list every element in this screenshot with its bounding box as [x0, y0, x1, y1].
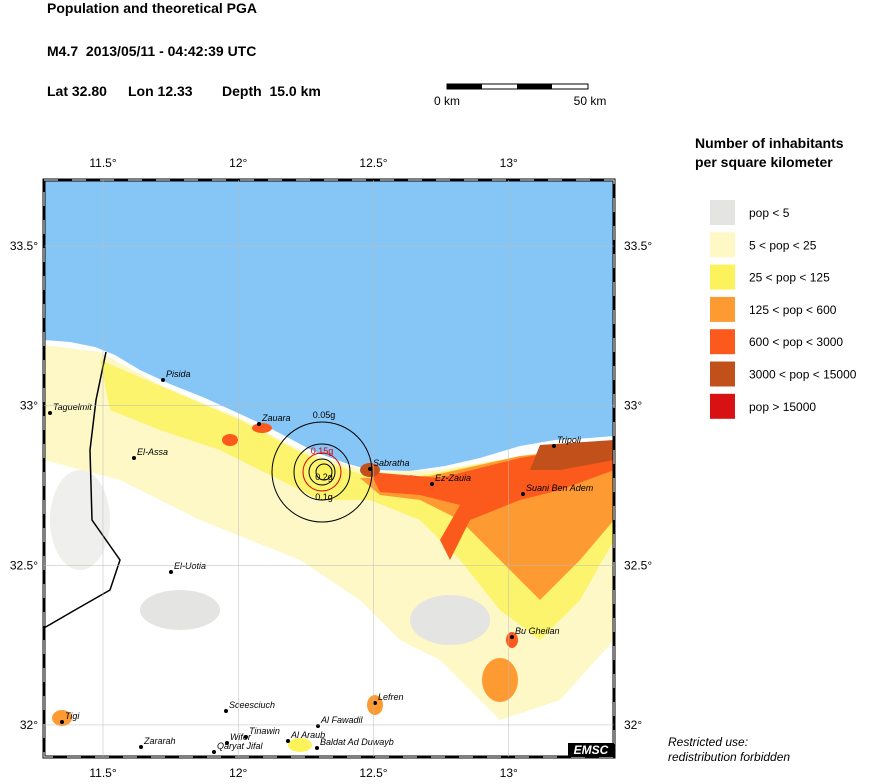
frame-dashes — [43, 179, 615, 758]
city-label: Suani Ben Adem — [526, 483, 594, 493]
city-label: Lefren — [378, 692, 404, 702]
lat-tick-label: 33° — [20, 399, 38, 413]
legend-label: 600 < pop < 3000 — [749, 335, 843, 349]
lat-tick-label: 32° — [20, 718, 38, 732]
lon: Lon 12.33 — [128, 83, 193, 99]
city-dot — [244, 735, 248, 739]
lat-tick-label: 33.5° — [624, 239, 652, 253]
legend-title: per square kilometer — [695, 154, 833, 170]
city-dot — [132, 456, 136, 460]
legend-swatch — [710, 393, 735, 419]
city-dot — [60, 720, 64, 724]
city-label: Zararah — [143, 736, 176, 746]
city-label: Sabratha — [373, 458, 410, 468]
lat-tick-label: 33.5° — [10, 239, 38, 253]
note: Restricted use: — [668, 735, 748, 749]
pga-label: 0.2g — [315, 472, 333, 482]
city-label: Baldat Ad Duwayb — [320, 737, 394, 747]
pga-label: 0.05g — [313, 410, 336, 420]
city-dot — [315, 746, 319, 750]
legend-swatch — [710, 264, 735, 290]
city-dot — [373, 701, 377, 705]
lat-tick-label: 32.5° — [10, 558, 38, 572]
city-dot — [552, 444, 556, 448]
city-dot — [510, 635, 514, 639]
depth: Depth 15.0 km — [222, 83, 321, 99]
legend-swatch — [710, 296, 735, 322]
city-dot — [316, 724, 320, 728]
city-dot — [212, 750, 216, 754]
lon-tick-label: 12.5° — [359, 766, 387, 779]
lon-tick-label: 12° — [229, 766, 247, 779]
lat-tick-label: 33° — [624, 399, 642, 413]
lon-tick-label: 12.5° — [359, 156, 387, 170]
city-label: Pisida — [166, 369, 191, 379]
sea — [44, 180, 614, 471]
city-label: Qaryat Jifal — [217, 741, 264, 751]
city-label: Tripoli — [557, 435, 582, 445]
lon-tick-label: 12° — [229, 156, 247, 170]
lon-tick-label: 11.5° — [89, 766, 116, 779]
legend-swatch — [710, 361, 735, 387]
city-label: Zauara — [261, 413, 291, 423]
legend-swatch — [710, 200, 735, 225]
legend-label: 3000 < pop < 15000 — [749, 368, 857, 382]
city-label: Al Fawadil — [320, 715, 364, 725]
city-label: El-Assa — [137, 447, 168, 457]
city-label: Sceesciuch — [229, 700, 275, 710]
legend-swatch — [710, 232, 735, 258]
city-dot — [286, 739, 290, 743]
pga-rings — [271, 421, 373, 523]
lon-tick-label: 13° — [500, 156, 518, 170]
lon-tick-label: 11.5° — [89, 156, 116, 170]
legend-swatch — [710, 329, 735, 355]
city-dot — [368, 467, 372, 471]
badge: EMSC — [574, 743, 609, 757]
city-label: Bu Gheilan — [515, 626, 560, 636]
scale-bar: 0 km 50 km — [434, 83, 607, 108]
legend-label: pop < 5 — [749, 206, 790, 220]
legend-label: 25 < pop < 125 — [749, 271, 830, 285]
city-label: Wifer — [230, 732, 252, 742]
population — [44, 345, 614, 752]
city-dot — [48, 411, 52, 415]
city-label: Taguelmit — [53, 402, 92, 412]
city-label: Tinawin — [249, 726, 280, 736]
note: redistribution forbidden — [668, 750, 790, 764]
legend-label: pop > 15000 — [749, 400, 816, 414]
city-label: Ez-Zauia — [435, 473, 471, 483]
scale-start: 0 km — [434, 94, 460, 108]
city-dot — [224, 709, 228, 713]
lat-tick-label: 32° — [624, 718, 642, 732]
event: M4.7 2013/05/11 - 04:42:39 UTC — [47, 43, 256, 59]
lon-tick-label: 13° — [500, 766, 518, 779]
scale-end: 50 km — [574, 94, 607, 108]
legend-label: 125 < pop < 600 — [749, 303, 837, 317]
pga-label: 0.15g — [311, 446, 334, 456]
city-dot — [521, 492, 525, 496]
border — [44, 351, 121, 629]
city-dot — [225, 741, 229, 745]
city-label: Al Araub — [290, 730, 325, 740]
city-label: Tigi — [65, 711, 80, 721]
pga-label: 0.1g — [315, 492, 333, 502]
city-label: El-Uotia — [174, 561, 206, 571]
map: Pisida Taguelmit El-Assa Zauara Sabratha Ez-Z… — [44, 180, 614, 757]
city-dot — [161, 378, 165, 382]
lat: Lat 32.80 — [47, 83, 107, 99]
badge-box — [568, 743, 614, 757]
legend-title: Number of inhabitants — [695, 135, 844, 151]
city-dot — [139, 745, 143, 749]
lat-tick-label: 32.5° — [624, 558, 652, 572]
city-dot — [430, 482, 434, 486]
city-dot — [257, 422, 261, 426]
legend-label: 5 < pop < 25 — [749, 238, 817, 252]
city-dot — [169, 570, 173, 574]
title: Population and theoretical PGA — [47, 0, 257, 16]
